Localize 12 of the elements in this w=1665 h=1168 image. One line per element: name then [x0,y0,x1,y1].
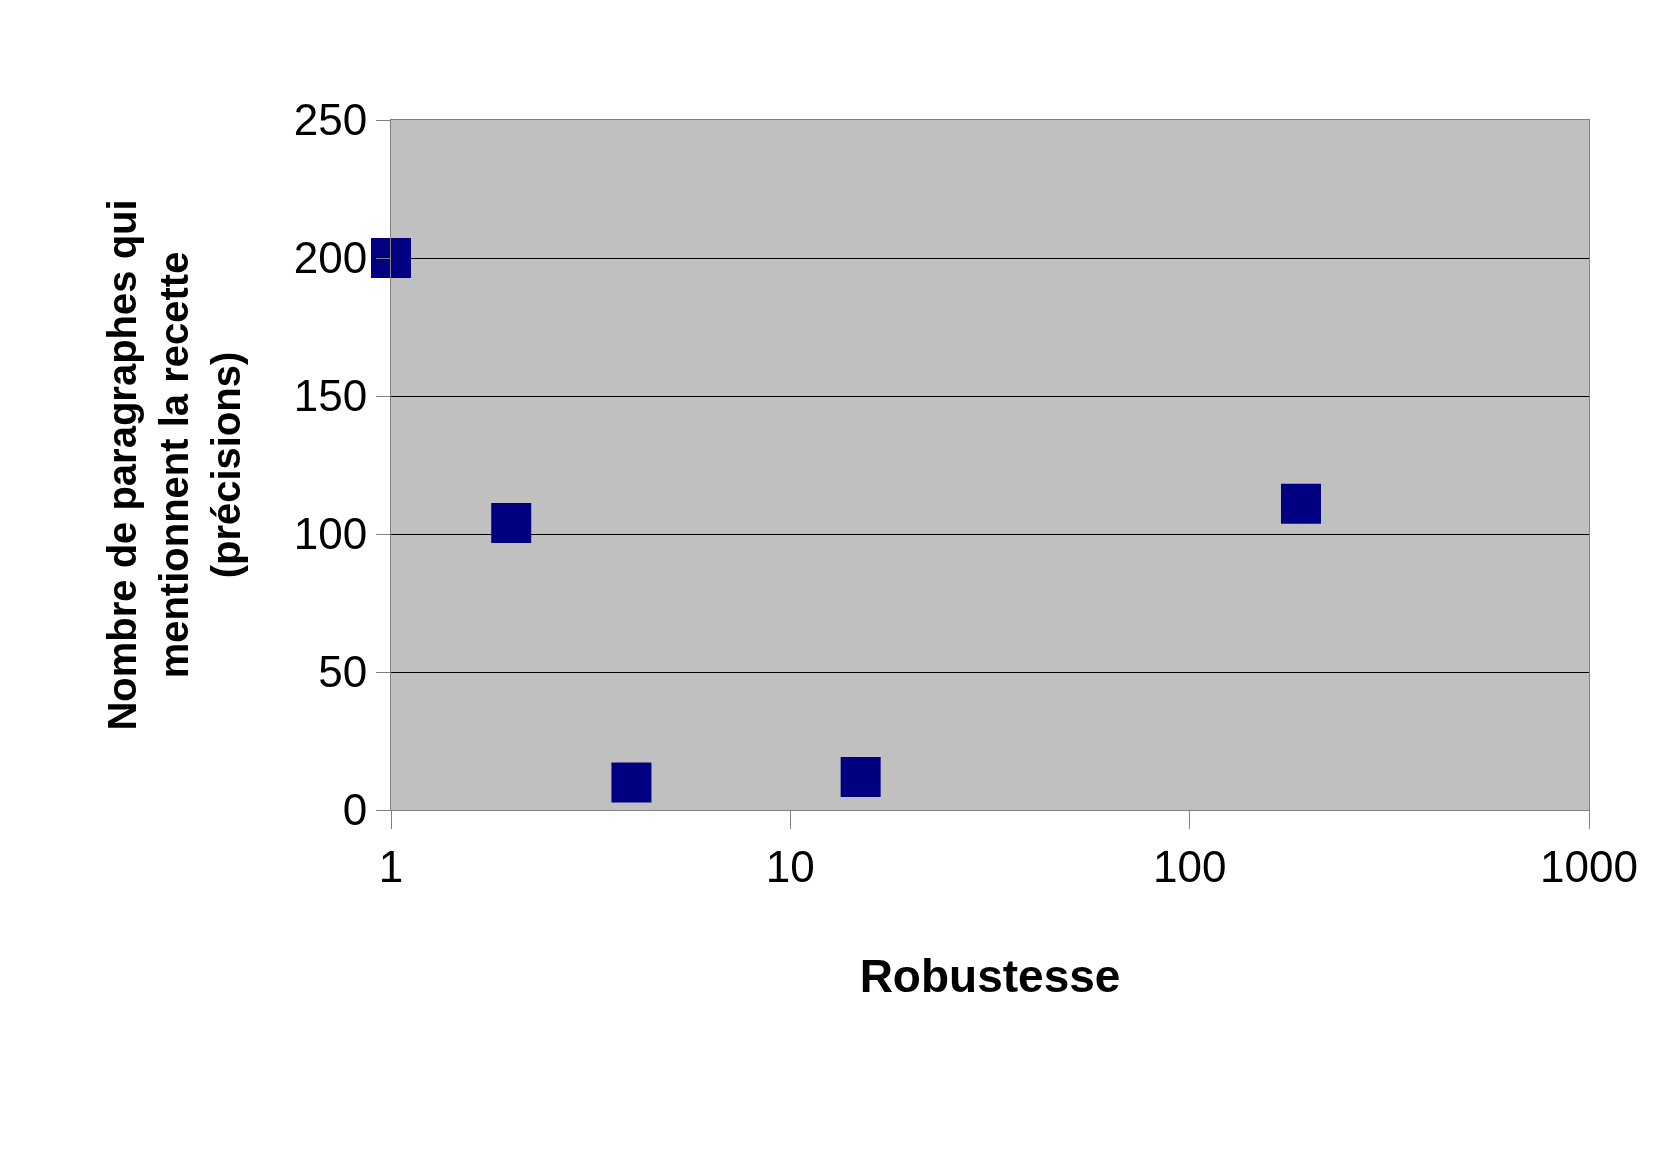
y-tick-label: 200 [293,233,368,283]
x-tick-label: 1000 [1540,841,1638,891]
y-tick-label: 100 [293,509,368,559]
x-tick-label: 100 [1152,841,1227,891]
y-tick-label: 150 [293,371,368,421]
y-axis-title: Nombre de paragraphes qui mentionnent la recette (précisions) [100,199,249,731]
y-tick-label: 0 [342,785,368,835]
y-tick-label: 250 [293,95,368,145]
x-tick-label: 1 [378,841,404,891]
x-axis-title: Robustesse [859,950,1121,1003]
y-tick-label: 50 [318,647,368,697]
x-tick-label: 10 [765,841,815,891]
